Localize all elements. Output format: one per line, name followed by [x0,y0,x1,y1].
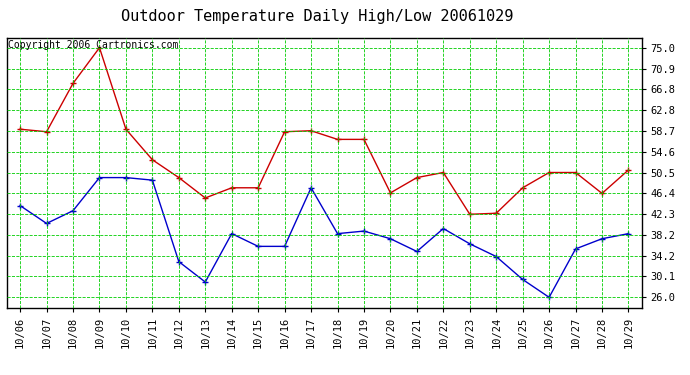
Text: Outdoor Temperature Daily High/Low 20061029: Outdoor Temperature Daily High/Low 20061… [121,9,513,24]
Text: Copyright 2006 Cartronics.com: Copyright 2006 Cartronics.com [8,40,179,50]
